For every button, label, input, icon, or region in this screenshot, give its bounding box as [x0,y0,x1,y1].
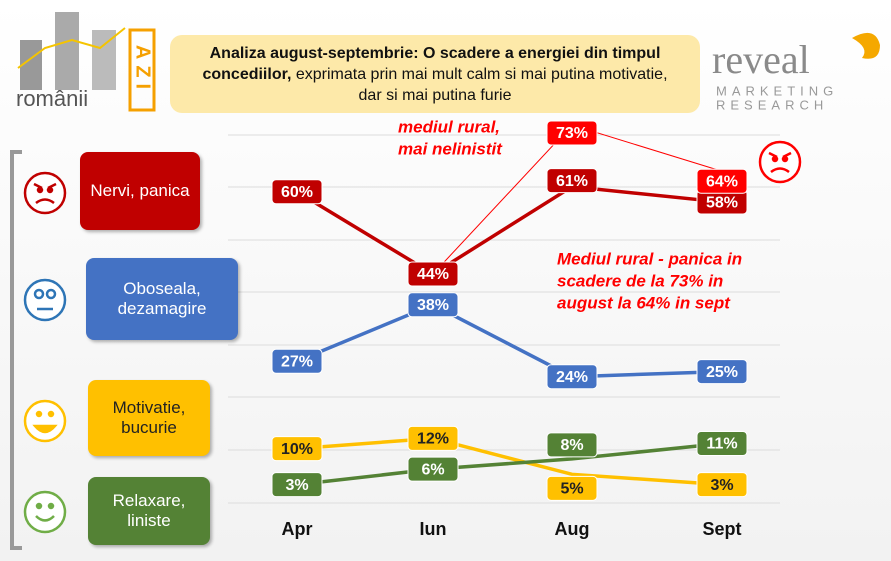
legend-entry: Oboseala, dezamagire [86,258,238,340]
x-tick-label: Iun [420,519,447,539]
legend-entry: Motivatie, bucurie [88,380,210,456]
face-calm [23,490,67,534]
legend-entry: Nervi, panica [80,152,200,230]
value-box [407,425,459,451]
value-box [546,168,598,194]
logo-swirl [852,32,880,59]
value-label: 12% [417,431,449,448]
annotation: mediul rural, [398,117,500,136]
value-box [696,430,748,456]
value-box [271,348,323,374]
logo-line2: RESEARCH [716,97,828,112]
legend-entry: Relaxare, liniste [88,477,210,545]
value-box [546,364,598,390]
x-tick-label: Aug [555,519,590,539]
x-tick-label: Sept [702,519,741,539]
value-box [407,292,459,318]
value-box [407,456,459,482]
value-box [546,475,598,501]
logo-bar [55,12,79,90]
value-box [546,432,598,458]
title-rest: exprimata prin mai mult calm si mai puti… [295,65,668,104]
value-label: 8% [560,437,583,454]
annotation: mai nelinistit [398,139,503,158]
value-label: 24% [556,369,588,386]
face-happy [23,399,67,443]
value-box [696,472,748,498]
face-tired [23,278,67,322]
value-label: 64% [706,173,738,190]
value-box [407,261,459,287]
bracket [10,150,22,550]
value-label: 25% [706,364,738,381]
value-box [271,179,323,205]
value-label: 3% [285,477,308,494]
value-label: 44% [417,266,449,283]
logo-right: reveal MARKETING RESEARCH [712,32,880,112]
x-tick-label: Apr [282,519,313,539]
logo-left: românii AZI [16,12,156,112]
logo-tag: AZI [132,45,154,95]
logo-word: reveal [712,37,810,82]
logo-bar [20,40,42,90]
logo-line1: MARKETING [716,83,838,98]
series-line [296,436,723,487]
value-label: 5% [560,481,583,498]
value-label: 10% [281,441,313,458]
value-label: 6% [421,461,444,478]
value-box [271,436,323,462]
labels: Apr Iun Aug Sept 60% 44% 61% 58% 27% 38% 24% 25% 10%… [271,117,748,539]
face-angry-small [758,140,802,184]
title-bold: Analiza august-septembrie: O scadere a e… [202,44,661,83]
logo-line [17,27,126,69]
value-label: 60% [281,184,313,201]
logo-bar [92,30,116,90]
value-label: 61% [556,173,588,190]
face-angry [23,171,67,215]
series-line [296,184,723,277]
value-label: 3% [710,477,733,494]
series-line [296,302,723,379]
value-box [546,120,598,146]
value-label: 73% [556,125,588,142]
title: Analiza august-septembrie: O scadere a e… [190,43,680,106]
title-box: Analiza august-septembrie: O scadere a e… [170,35,700,113]
value-box [696,168,748,194]
series-line [296,441,723,487]
value-label: 58% [706,194,738,211]
annotation: scadere de la 73% in [557,271,723,290]
logo-tag-box [128,28,156,112]
value-box [696,359,748,385]
value-box [271,472,323,498]
annotation: august la 64% in sept [557,293,731,312]
value-label: 38% [417,297,449,314]
annotation: Mediul rural - panica in [557,249,742,268]
logo-word: românii [16,86,88,111]
value-label: 11% [706,436,737,453]
value-label: 27% [281,354,313,371]
